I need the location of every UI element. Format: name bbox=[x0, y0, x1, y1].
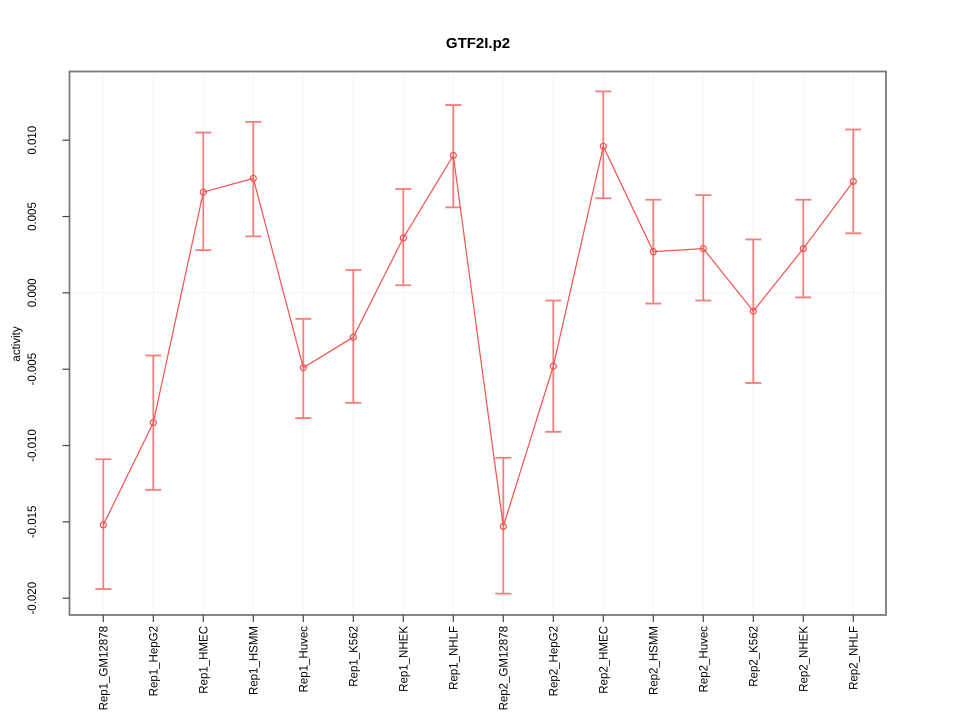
error-bar bbox=[695, 194, 712, 302]
data-point bbox=[799, 244, 807, 253]
grid-layer bbox=[69, 71, 886, 615]
axis-layer: Rep1_GM12878 Rep1_HepG2 Rep1_HMEC Rep1_HSMM… bbox=[27, 70, 887, 710]
data-point bbox=[349, 333, 357, 341]
error-bar bbox=[295, 317, 312, 419]
y-tick-label: 0.010 bbox=[27, 126, 39, 155]
x-tick-label: Rep2_NHEK bbox=[798, 626, 810, 692]
data-point bbox=[549, 362, 557, 370]
y-tick-label: -0.015 bbox=[27, 506, 39, 539]
data-point bbox=[99, 521, 107, 529]
error-bar bbox=[595, 90, 612, 200]
x-tick-label: Rep1_HepG2 bbox=[148, 626, 160, 696]
data-point bbox=[249, 174, 257, 182]
x-tick-label: Rep2_Huvec bbox=[698, 626, 710, 693]
y-tick-label: 0.005 bbox=[27, 202, 39, 231]
data-point bbox=[399, 234, 407, 242]
x-tick-label: Rep1_HSMM bbox=[248, 626, 260, 695]
data-point bbox=[449, 151, 457, 160]
x-tick-label: Rep1_GM12878 bbox=[98, 626, 110, 710]
chart-title: GTF2I.p2 bbox=[446, 35, 510, 52]
data-point bbox=[499, 522, 507, 531]
x-tick-label: Rep2_NHLF bbox=[848, 626, 860, 690]
x-tick-label: Rep2_K562 bbox=[748, 626, 760, 687]
x-tick-label: Rep1_HMEC bbox=[198, 626, 210, 694]
data-point bbox=[149, 419, 157, 427]
series-line bbox=[102, 144, 854, 527]
y-tick-label: -0.005 bbox=[27, 353, 39, 386]
x-tick-label: Rep2_GM12878 bbox=[498, 626, 510, 710]
y-tick-label: -0.020 bbox=[27, 582, 39, 615]
data-series-layer bbox=[95, 90, 862, 595]
x-tick-label: Rep1_NHLF bbox=[448, 626, 460, 690]
y-tick-label: 0.000 bbox=[27, 278, 39, 307]
x-tick-label: Rep2_HSMM bbox=[648, 626, 660, 695]
data-point bbox=[749, 307, 757, 315]
data-point bbox=[849, 177, 857, 186]
x-tick-label: Rep2_HMEC bbox=[598, 626, 610, 694]
y-axis-label: activity bbox=[11, 326, 23, 361]
x-tick-label: Rep2_HepG2 bbox=[548, 626, 560, 696]
x-tick-label: Rep1_Huvec bbox=[298, 626, 310, 693]
x-tick-label: Rep1_K562 bbox=[348, 626, 360, 687]
data-point bbox=[649, 248, 657, 256]
error-bar bbox=[195, 131, 212, 252]
data-point bbox=[299, 364, 307, 372]
plot-border bbox=[68, 70, 887, 616]
data-point bbox=[699, 244, 707, 253]
y-tick-label: -0.010 bbox=[27, 429, 39, 462]
data-point bbox=[199, 188, 207, 196]
x-tick-label: Rep1_NHEK bbox=[398, 626, 410, 692]
data-point bbox=[599, 142, 607, 150]
